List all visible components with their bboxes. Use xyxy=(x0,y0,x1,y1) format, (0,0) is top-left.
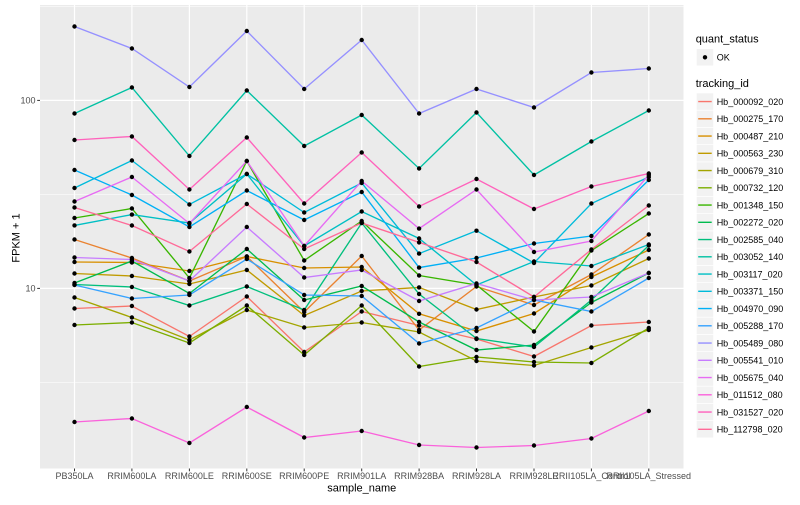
svg-text:RRIM928BA: RRIM928BA xyxy=(394,471,444,481)
svg-text:Hb_005288_170: Hb_005288_170 xyxy=(717,321,784,331)
svg-text:Hb_005541_010: Hb_005541_010 xyxy=(717,356,784,366)
svg-text:Hb_005489_080: Hb_005489_080 xyxy=(717,338,784,348)
svg-text:RRIM600LE: RRIM600LE xyxy=(165,471,214,481)
svg-text:Hb_000732_120: Hb_000732_120 xyxy=(717,183,784,193)
svg-text:Hb_003052_140: Hb_003052_140 xyxy=(717,252,784,262)
svg-text:Hb_001348_150: Hb_001348_150 xyxy=(717,200,784,210)
svg-text:RRIM901LA: RRIM901LA xyxy=(337,471,386,481)
svg-text:RRIM600PE: RRIM600PE xyxy=(279,471,329,481)
svg-text:quant_status: quant_status xyxy=(696,34,759,46)
svg-text:RRIM600LA: RRIM600LA xyxy=(107,471,156,481)
svg-text:RRIM928LA: RRIM928LA xyxy=(452,471,501,481)
svg-text:RRIM928LE: RRIM928LE xyxy=(509,471,558,481)
svg-text:100: 100 xyxy=(20,96,35,106)
svg-text:Hb_031527_020: Hb_031527_020 xyxy=(717,407,784,417)
svg-text:Hb_112798_020: Hb_112798_020 xyxy=(717,425,783,435)
svg-text:Hb_000563_230: Hb_000563_230 xyxy=(717,149,784,159)
svg-text:Hb_002585_040: Hb_002585_040 xyxy=(717,235,784,245)
svg-text:sample_name: sample_name xyxy=(327,483,396,495)
svg-text:Hb_000275_170: Hb_000275_170 xyxy=(717,114,784,124)
svg-text:Hb_005675_040: Hb_005675_040 xyxy=(717,373,784,383)
svg-text:RRIM600SE: RRIM600SE xyxy=(222,471,272,481)
svg-text:FPKM + 1: FPKM + 1 xyxy=(11,213,23,262)
svg-text:Hb_000092_020: Hb_000092_020 xyxy=(717,97,784,107)
svg-text:Hb_004970_090: Hb_004970_090 xyxy=(717,304,784,314)
svg-text:Hb_000679_310: Hb_000679_310 xyxy=(717,166,784,176)
svg-text:PB350LA: PB350LA xyxy=(55,471,93,481)
svg-text:Hb_011512_080: Hb_011512_080 xyxy=(717,390,783,400)
svg-text:Hb_000487_210: Hb_000487_210 xyxy=(717,131,784,141)
svg-text:RRII105LA_Stressed: RRII105LA_Stressed xyxy=(607,471,692,481)
svg-text:Hb_003117_020: Hb_003117_020 xyxy=(717,269,783,279)
svg-text:Hb_003371_150: Hb_003371_150 xyxy=(717,287,784,297)
svg-text:Hb_002272_020: Hb_002272_020 xyxy=(717,218,784,228)
svg-text:OK: OK xyxy=(717,53,730,63)
svg-text:tracking_id: tracking_id xyxy=(696,78,749,90)
svg-text:RRII105LA_Control: RRII105LA_Control xyxy=(552,471,630,481)
svg-text:10: 10 xyxy=(25,284,35,294)
